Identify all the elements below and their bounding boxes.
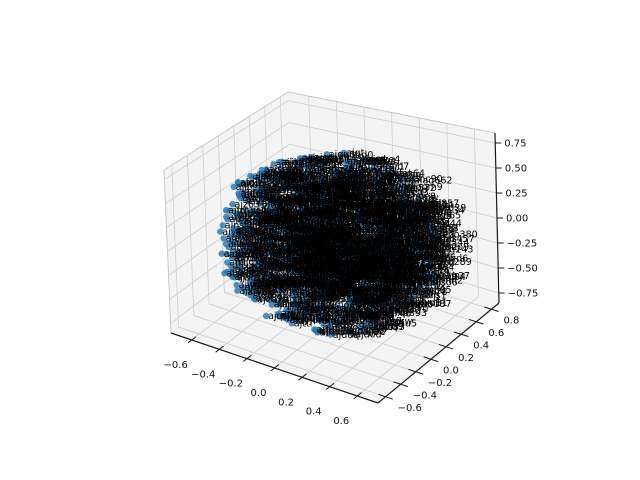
point-label: aij39 [254,278,277,289]
tick-label: −0.6 [398,403,422,414]
point-label: ajzhu [235,246,260,257]
point-label: ajgnp [389,278,416,289]
scatter-point [308,305,316,312]
tick-label: 0.00 [506,214,528,225]
point-label: aic359 [272,241,304,252]
point-label: aia [314,245,328,256]
scatter-point [397,238,404,245]
tick-label: −0.50 [507,264,538,275]
scatter-point [272,257,279,264]
point-label: aiz [402,214,415,225]
scatter-point [276,273,283,280]
scatter-point [268,301,275,308]
tick-label: 0.4 [306,407,322,418]
point-label: ajpd [311,258,332,269]
scatter-point [326,323,334,330]
scatter-point [337,182,345,190]
point-label: ajbvd19 [322,231,360,242]
tick-label: 0.4 [473,340,489,351]
tick-label: 0.8 [503,315,519,326]
tick-label: −0.75 [508,289,539,300]
point-label: aif [238,226,250,237]
point-label: ajsz54 [323,175,354,186]
scatter-point [366,166,373,174]
point-label: ajhgf [292,173,317,184]
point-label: ajtx4 [375,267,399,278]
scatter-point [237,264,244,271]
point-label: aidm2 [280,283,310,294]
scatter-point [323,151,330,158]
tick-marks [187,142,505,400]
point-label: ajg2 [240,177,261,188]
point-label: aiejz [275,263,297,274]
tick-label: −0.6 [164,360,188,371]
scatter-point [350,331,357,338]
scatter-point [228,238,235,245]
point-label: aiyob [311,195,337,206]
x-tick-labels: −0.6−0.4 −0.2 0.0 0.2 0.4 0.6 [164,360,350,427]
point-label: ajf [242,209,254,220]
point-label: ajm [429,253,447,264]
tick-label: −0.4 [191,369,215,380]
scatter-point [275,279,282,286]
scatter-point [392,229,399,236]
point-label: ajamp9 [434,242,470,253]
tick-label: 0.6 [488,328,504,339]
tick-label: −0.2 [219,379,243,390]
tick-label: 0.25 [505,189,527,200]
tick-label: −0.2 [428,378,452,389]
tick-label: 0.2 [278,397,294,408]
point-label: aixsd [322,308,347,319]
scatter-point [343,244,350,251]
scatter-point [308,313,315,320]
tick-label: 0.2 [458,353,474,364]
point-label: ajm08 [235,264,265,275]
point-label: ajzvw [361,197,388,208]
point-label: aid [295,199,310,210]
point-label: ajlt04 [378,318,405,329]
tick-label: 0.75 [504,139,526,150]
point-label: ajdpg [431,221,458,232]
tick-label: −0.25 [507,239,538,250]
point-label: ajaka6 [305,216,336,227]
point-label: ajyvt19 [353,284,389,295]
y-tick-labels: −0.6 −0.4−0.2 0.00.2 0.40.6 0.8 [398,315,520,414]
tick-label: 0.0 [443,365,459,376]
scatter-point [356,164,364,171]
scatter-point [392,292,399,299]
point-label: aiax [280,310,300,321]
point-label: aik54 [385,236,411,247]
tick-label: −0.4 [413,390,437,401]
scatter-point [219,222,226,229]
pane-edges [163,91,496,334]
point-label: aiaz [318,274,337,285]
point-label: aih134 [432,206,465,217]
point-label: ajosy [362,208,387,219]
scatter-point [261,271,269,279]
point-label: ajfw [371,157,391,168]
scatter-point [385,318,392,325]
scatter-point [433,245,440,253]
point-label: ajw518 [352,179,386,190]
point-label: ajn [302,153,316,164]
tick-label: 0.6 [333,416,349,427]
point-label: ajfjn [350,160,370,171]
point-label: ajfh [258,216,276,227]
scatter-points [217,149,444,338]
tick-label: 0.50 [505,164,527,175]
point-label: aikrx [332,326,356,337]
point-label: ajb7 [389,161,410,172]
tick-label: 0.0 [251,388,267,399]
point-label: air [409,300,421,311]
z-tick-labels: −0.75 −0.50 −0.25 0.00 0.25 0.50 0.75 [504,139,538,300]
point-label: ajwa28 [241,190,275,201]
point-label: ajob572 [397,183,435,194]
